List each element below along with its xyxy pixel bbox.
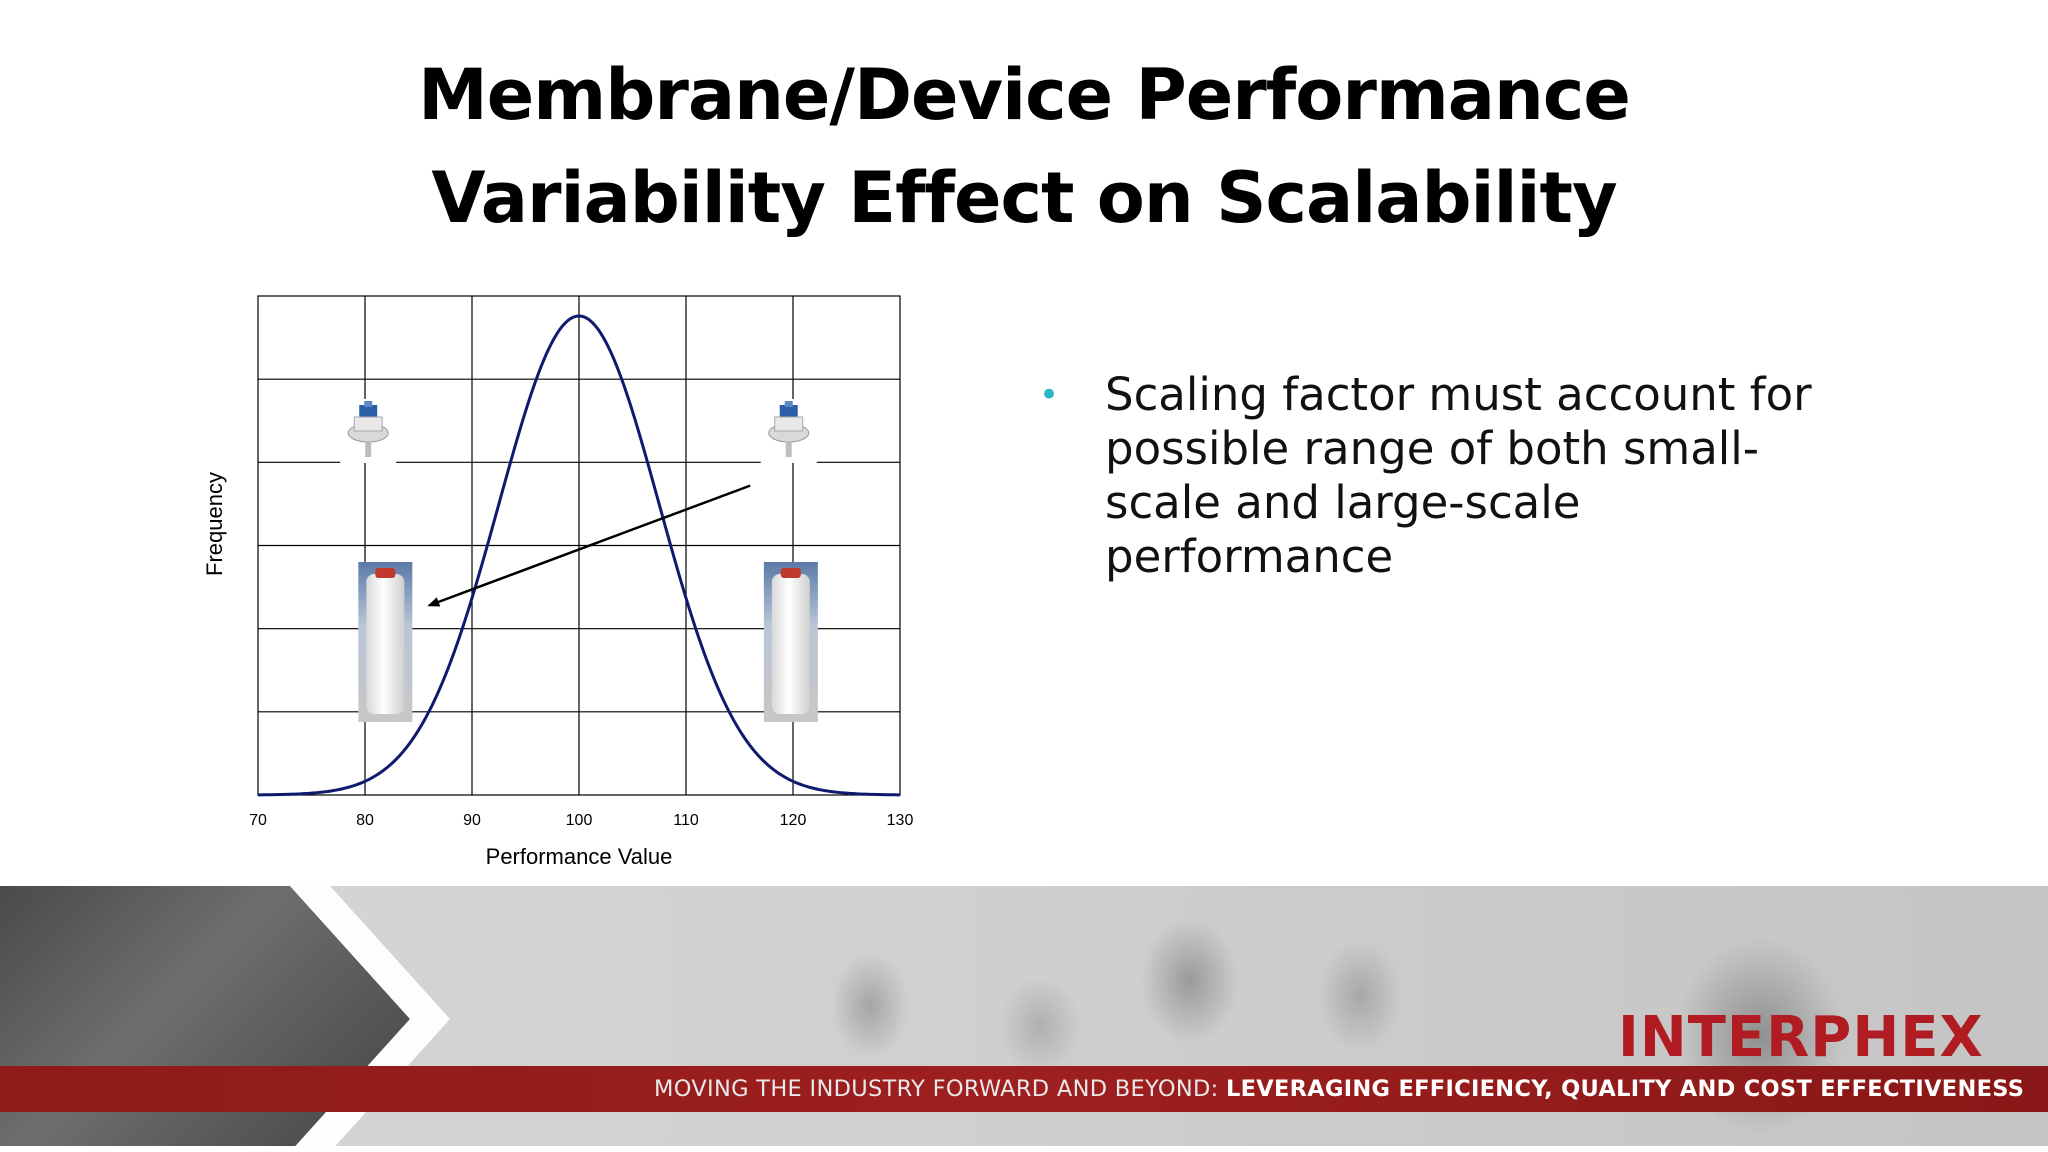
title-line-1: Membrane/Device Performance <box>418 54 1631 136</box>
bullet-item: • Scaling factor must account for possib… <box>1035 368 1865 584</box>
small-scale-capsule-filter-icon <box>760 399 817 463</box>
x-axis-label: Performance Value <box>486 844 673 869</box>
x-tick-label: 80 <box>356 812 374 829</box>
x-tick-labels: 70 80 90 100 110 120 130 <box>249 812 913 829</box>
x-tick-label: 110 <box>673 812 699 829</box>
bullet-list: • Scaling factor must account for possib… <box>1035 368 1865 584</box>
device-images <box>340 399 818 722</box>
slide-title: Membrane/Device Performance Variability … <box>0 44 2048 250</box>
x-tick-label: 70 <box>249 812 267 829</box>
small-scale-capsule-filter-icon <box>340 399 397 463</box>
distribution-curve <box>257 314 901 797</box>
bottom-edge <box>0 1146 2048 1152</box>
x-tick-label: 90 <box>463 812 481 829</box>
tagline-light: MOVING THE INDUSTRY FORWARD AND BEYOND: <box>654 1076 1219 1102</box>
x-tick-label: 120 <box>780 812 807 829</box>
bullet-text: Scaling factor must account for possible… <box>1105 368 1812 583</box>
large-scale-cartridge-filter-icon <box>358 562 413 722</box>
performance-distribution-chart: 70 80 90 100 110 120 130 Performance Value Fre… <box>202 295 913 869</box>
footer-banner: INTERPHEX MOVING THE INDUSTRY FORWARD AN… <box>0 886 2048 1152</box>
scaling-arrow <box>427 484 751 607</box>
x-tick-label: 100 <box>566 812 593 829</box>
banner-tagline-bar <box>0 1066 2048 1112</box>
bullet-icon: • <box>1039 375 1060 415</box>
x-tick-label: 130 <box>887 812 914 829</box>
tagline-bold: LEVERAGING EFFICIENCY, QUALITY AND COST … <box>1225 1076 2025 1102</box>
title-line-2: Variability Effect on Scalability <box>431 157 1617 239</box>
plot-area-border <box>257 295 901 796</box>
large-scale-cartridge-filter-icon <box>763 562 818 722</box>
y-axis-label: Frequency <box>202 472 227 576</box>
banner-tagline: MOVING THE INDUSTRY FORWARD AND BEYOND: … <box>654 1074 2024 1104</box>
interphex-logo: INTERPHEX <box>1618 1005 1984 1070</box>
